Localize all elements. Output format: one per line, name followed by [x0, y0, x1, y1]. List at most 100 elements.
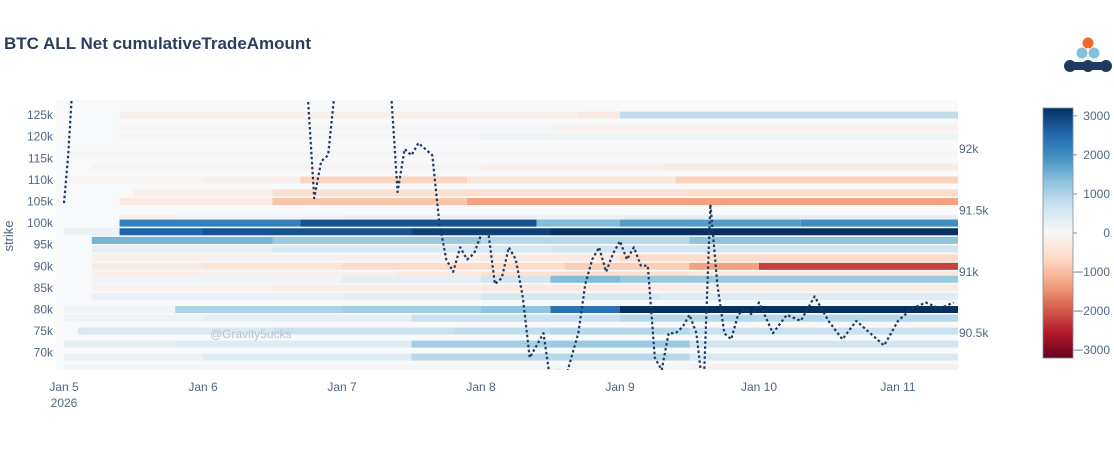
- x-tick-label: Jan 9: [605, 380, 635, 394]
- heatmap-cell: [411, 353, 551, 361]
- heatmap-cell: [620, 215, 958, 223]
- colorbar-tick-label: −2000: [1076, 304, 1110, 318]
- heatmap-cell: [91, 275, 342, 283]
- x-tick-label: Jan 8: [466, 380, 496, 394]
- heatmap-cell: [481, 271, 690, 279]
- heatmap-cell: [550, 306, 620, 314]
- y2-tick-label: 91k: [959, 265, 979, 279]
- y-tick-label: 115k: [28, 151, 54, 165]
- heatmap-cell: [578, 111, 620, 119]
- colorbar: 3000 2000 1000 0 −1000 −2000 −3000: [1042, 107, 1110, 359]
- colorbar-tick-label: 3000: [1083, 109, 1110, 123]
- heatmap-cell: [175, 306, 342, 314]
- heatmap-cell: [481, 133, 958, 141]
- heatmap-cell: [300, 176, 468, 184]
- heatmap-cell: [64, 306, 176, 314]
- heatmap-cell: [689, 271, 958, 279]
- heatmap-cell: [689, 262, 759, 270]
- heatmap-cell: [689, 353, 958, 361]
- heatmap-cell: [481, 236, 690, 244]
- colorbar-scale: [1042, 107, 1074, 359]
- y-tick-label: 100k: [27, 216, 54, 230]
- heatmap-cell: [77, 327, 273, 335]
- heatmap-cell: [119, 133, 481, 141]
- heatmap-cell: [467, 176, 676, 184]
- heatmap-cell: [481, 284, 648, 292]
- heatmap-cell: [342, 275, 481, 283]
- heatmap-cell: [64, 176, 203, 184]
- heatmap-cell: [119, 219, 301, 227]
- heatmap-cell: [119, 198, 273, 206]
- y-tick-label: 75k: [34, 324, 54, 338]
- heatmap-cell: [481, 163, 662, 171]
- heatmap-cell: [203, 262, 342, 270]
- heatmap-cell: [272, 327, 454, 335]
- heatmap-cell: [342, 215, 620, 223]
- heatmap-cell: [411, 340, 551, 348]
- x-axis: Jan 5 Jan 6 Jan 7 Jan 8 Jan 9 Jan 10 Jan 11 202…: [49, 380, 916, 410]
- heatmap-cell: [342, 306, 481, 314]
- heatmap-cell: [481, 275, 551, 283]
- heatmap-cell: [689, 327, 958, 335]
- heatmap-cell: [759, 262, 958, 270]
- heatmap-cell: [481, 306, 551, 314]
- x-tick-label: Jan 11: [880, 380, 915, 394]
- heatmap-cell: [91, 254, 203, 262]
- heatmap-cell: [661, 163, 958, 171]
- x-tick-label: Jan 5: [49, 380, 79, 394]
- heatmap-cell: [272, 189, 690, 197]
- heatmap-cell: [550, 327, 690, 335]
- heatmap-cell: [119, 111, 579, 119]
- heatmap-cell: [203, 314, 412, 322]
- heatmap-cell: [620, 254, 958, 262]
- heatmap-cell: [272, 236, 481, 244]
- heatmap-cell: [550, 228, 958, 236]
- heatmap-cell: [64, 150, 958, 158]
- heatmap-cell: [550, 353, 690, 361]
- x-tick-label: Jan 10: [741, 380, 777, 394]
- heatmap-cell: [800, 219, 958, 227]
- y2-tick-label: 90.5k: [959, 326, 989, 340]
- heatmap-cell: [411, 314, 620, 322]
- heatmap-cell: [203, 176, 301, 184]
- x-tick-label: Jan 6: [188, 380, 218, 394]
- heatmap-cell: [119, 215, 176, 223]
- chart-title: BTC ALL Net cumulativeTradeAmount: [4, 34, 311, 53]
- y-tick-label: 70k: [34, 346, 54, 360]
- btc-price-line: [62, 100, 955, 370]
- heatmap-cell: [620, 275, 958, 283]
- y-tick-label: 105k: [27, 195, 54, 209]
- heatmap-cell: [133, 189, 273, 197]
- y-tick-label: 80k: [34, 303, 54, 317]
- y-axis-title: strike: [1, 220, 16, 251]
- heatmap-cell: [689, 236, 958, 244]
- heatmap-cell: [203, 254, 481, 262]
- y-tick-label: 125k: [27, 108, 54, 122]
- y2-tick-label: 91.5k: [959, 203, 989, 217]
- heatmap-cell: [342, 262, 565, 270]
- heatmap-cell: [481, 254, 620, 262]
- heatmap-cell: [397, 271, 481, 279]
- heatmap-cell: [467, 198, 958, 206]
- heatmap-cell: [64, 314, 203, 322]
- heatmap-cell: [453, 327, 551, 335]
- y-tick-label: 85k: [34, 281, 54, 295]
- heatmap-cell: [203, 228, 412, 236]
- heatmap-cell: [300, 219, 537, 227]
- heatmap-cell: [550, 245, 958, 253]
- y2-tick-label: 92k: [959, 142, 979, 156]
- heatmap-cell: [411, 228, 551, 236]
- heatmap-cell: [91, 293, 342, 301]
- heatmap-cell: [91, 163, 482, 171]
- heatmap-cell: [272, 284, 481, 292]
- heatmap-cell: [564, 262, 690, 270]
- price-line-group: [62, 100, 955, 370]
- heatmap-cell: [91, 284, 273, 292]
- heatmap-cell: [64, 353, 203, 361]
- heatmap-cell: [175, 215, 342, 223]
- heatmap-cell: [91, 271, 203, 279]
- colorbar-tick-label: 2000: [1083, 148, 1110, 162]
- heatmap-cell: [536, 219, 620, 227]
- heatmap-cell: [64, 364, 690, 370]
- heatmap-cell: [91, 236, 273, 244]
